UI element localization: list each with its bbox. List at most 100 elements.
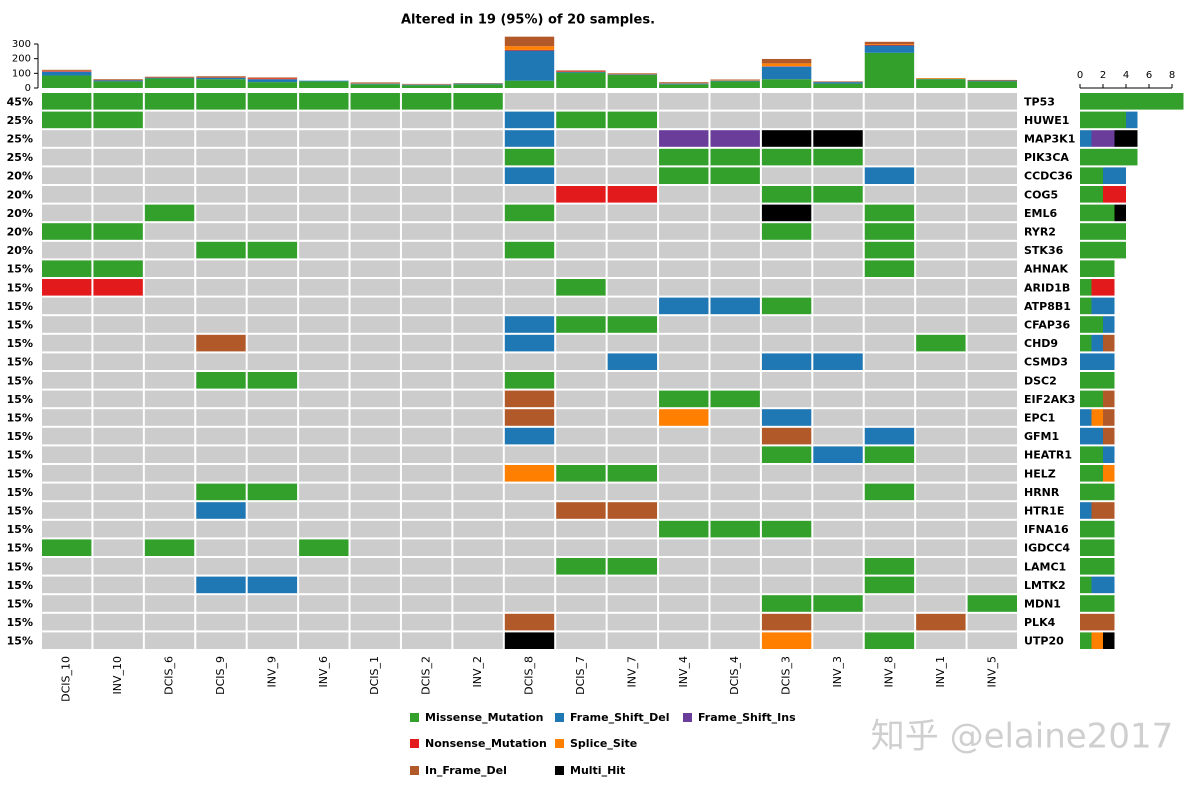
gene-count-segment [1080,521,1115,538]
tmb-segment [813,82,862,83]
empty-cell [968,167,1017,184]
empty-cell [351,465,400,482]
empty-cell [608,335,657,352]
empty-cell [402,521,451,538]
empty-cell [608,149,657,166]
mutation-cell [145,205,194,222]
mutation-cell [865,167,914,184]
mutation-cell [865,632,914,649]
empty-cell [402,428,451,445]
empty-cell [351,316,400,333]
gene-count-segment [1080,112,1126,129]
x-tick-label: 0 [1077,70,1083,81]
sample-label: INV_10 [111,656,124,695]
x-tick-label: 2 [1100,70,1106,81]
mutation-cell [505,316,554,333]
tmb-segment [196,76,245,77]
empty-cell [299,595,348,612]
empty-cell [453,223,502,240]
legend-label: Missense_Mutation [425,711,544,724]
empty-cell [42,298,91,315]
mutation-cell [93,279,142,296]
empty-cell [813,502,862,519]
gene-count-segment [1092,409,1104,426]
empty-cell [916,521,965,538]
empty-cell [556,335,605,352]
empty-cell [813,112,862,129]
empty-cell [710,465,759,482]
empty-cell [299,558,348,575]
sample-label: DCIS_2 [420,656,433,695]
tmb-segment [762,67,811,79]
empty-cell [453,353,502,370]
empty-cell [299,521,348,538]
empty-cell [659,93,708,110]
empty-cell [93,558,142,575]
empty-cell [865,465,914,482]
empty-cell [299,186,348,203]
empty-cell [762,93,811,110]
empty-cell [556,372,605,389]
empty-cell [968,223,1017,240]
empty-cell [556,260,605,277]
empty-cell [762,465,811,482]
empty-cell [145,391,194,408]
empty-cell [813,632,862,649]
mutation-cell [710,298,759,315]
gene-percent: 20% [7,244,33,257]
tmb-segment [505,51,554,81]
empty-cell [710,595,759,612]
empty-cell [710,279,759,296]
empty-cell [145,502,194,519]
empty-cell [505,353,554,370]
sample-label: INV_4 [677,656,690,688]
empty-cell [42,521,91,538]
gene-count-segment [1080,502,1092,519]
empty-cell [762,167,811,184]
gene-count-segment [1080,372,1115,389]
mutation-cell [505,428,554,445]
empty-cell [196,632,245,649]
empty-cell [453,539,502,556]
tmb-segment [968,81,1017,82]
empty-cell [968,279,1017,296]
empty-cell [608,279,657,296]
mutation-cell [505,167,554,184]
gene-percent: 15% [7,616,33,629]
tmb-segment [248,78,297,79]
gene-count-segment [1092,502,1115,519]
tmb-segment [196,79,245,88]
empty-cell [402,595,451,612]
empty-cell [453,614,502,631]
empty-cell [916,632,965,649]
empty-cell [299,112,348,129]
tmb-segment [762,79,811,88]
tmb-segment [248,79,297,82]
gene-percent: 15% [7,542,33,555]
empty-cell [813,316,862,333]
mutation-cell [505,391,554,408]
empty-cell [916,465,965,482]
mutation-cell [351,93,400,110]
tmb-segment [248,77,297,78]
gene-percent: 15% [7,263,33,276]
empty-cell [248,409,297,426]
empty-cell [813,428,862,445]
empty-cell [505,484,554,501]
empty-cell [248,130,297,147]
empty-cell [968,465,1017,482]
gene-count-segment [1080,632,1092,649]
gene-label: HUWE1 [1024,114,1069,127]
mutation-cell [710,149,759,166]
empty-cell [299,632,348,649]
gene-count-segment [1092,577,1115,594]
gene-count-segment [1080,595,1115,612]
empty-cell [248,521,297,538]
empty-cell [402,391,451,408]
legend-swatch [410,766,419,775]
gene-percent: 15% [7,412,33,425]
mutation-cell [659,521,708,538]
gene-percent: 15% [7,449,33,462]
empty-cell [659,428,708,445]
